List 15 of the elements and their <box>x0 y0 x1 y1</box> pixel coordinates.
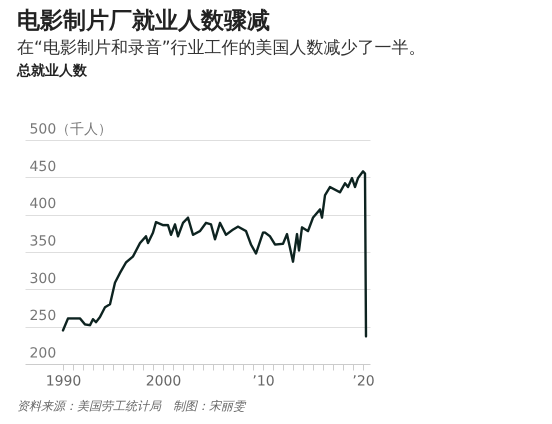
chart-subtitle: 在“电影制片和录音”行业工作的美国人数减少了一半。 <box>17 37 427 60</box>
y-tick-label: 200 <box>30 346 56 362</box>
y-tick-label: 500（千人） <box>30 122 112 138</box>
x-tick-label: ’10 <box>252 374 275 390</box>
x-tick-label: ’20 <box>352 374 375 390</box>
y-tick-label: 250 <box>30 308 56 324</box>
y-axis-title: 总就业人数 <box>17 62 88 81</box>
y-tick-label: 400 <box>30 196 56 212</box>
chart-title: 电影制片厂就业人数骤减 <box>17 7 271 36</box>
y-tick-label: 300 <box>30 270 56 287</box>
y-tick-label: 350 <box>30 234 56 250</box>
x-tick-label: 1990 <box>46 374 82 390</box>
text: 资料来源：美国劳工统计局 制图：宋丽雯 <box>17 398 245 415</box>
y-tick-label: 450 <box>30 158 56 175</box>
x-tick-label: 2000 <box>146 374 182 390</box>
